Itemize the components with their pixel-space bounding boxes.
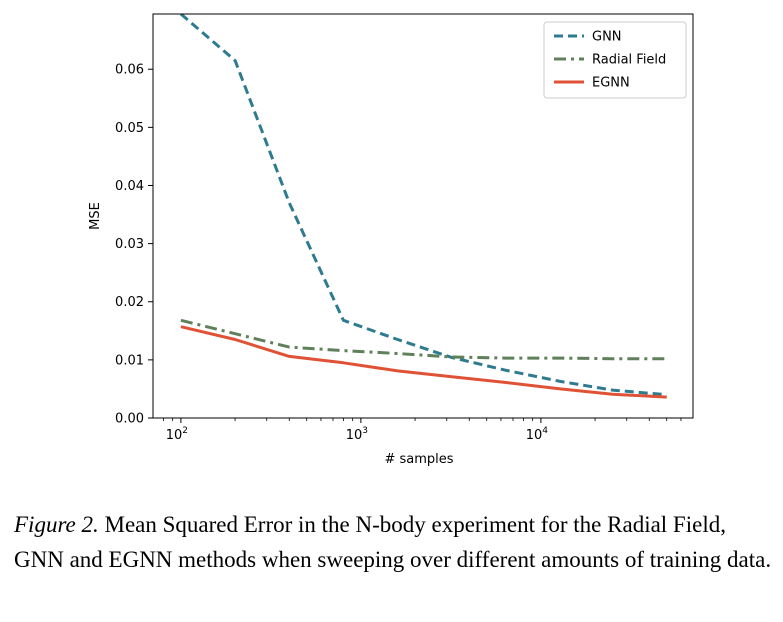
- x-tick-label: 103: [346, 426, 368, 443]
- legend-label: EGNN: [592, 76, 630, 91]
- caption-label: Figure 2.: [14, 512, 99, 537]
- x-tick-label: 104: [526, 426, 549, 443]
- legend-label: GNN: [592, 30, 622, 45]
- y-tick-label: 0.05: [115, 121, 144, 136]
- figure-caption: Figure 2. Mean Squared Error in the N-bo…: [14, 507, 774, 577]
- series-lines: [179, 14, 667, 399]
- mse-chart: 0.00 0.01 0.02 0.03 0.04 0.05 0.06 102 103 104 # s…: [88, 13, 694, 467]
- caption-text: Mean Squared Error in the N-body experim…: [14, 512, 772, 572]
- legend-box: [543, 21, 687, 99]
- y-tick-label: 0.00: [115, 412, 144, 427]
- axes-frame: [152, 13, 694, 419]
- x-axis-label: # samples: [384, 452, 453, 467]
- series-line-radial-field: [180, 318, 667, 361]
- y-axis-label: MSE: [88, 202, 103, 230]
- series-line-egnn: [180, 325, 667, 399]
- y-tick-label: 0.06: [115, 63, 144, 78]
- plot-area: 0.00 0.01 0.02 0.03 0.04 0.05 0.06 102 103 104 # s…: [88, 13, 694, 467]
- y-tick-label: 0.02: [115, 295, 144, 310]
- legend: GNN Radial Field EGNN: [543, 21, 687, 99]
- y-tick-label: 0.04: [115, 179, 144, 194]
- y-tick-label: 0.01: [115, 353, 144, 368]
- legend-label: Radial Field: [592, 53, 666, 68]
- y-tick-label: 0.03: [115, 237, 144, 252]
- x-tick-label: 102: [166, 426, 188, 443]
- series-line-gnn: [179, 14, 667, 397]
